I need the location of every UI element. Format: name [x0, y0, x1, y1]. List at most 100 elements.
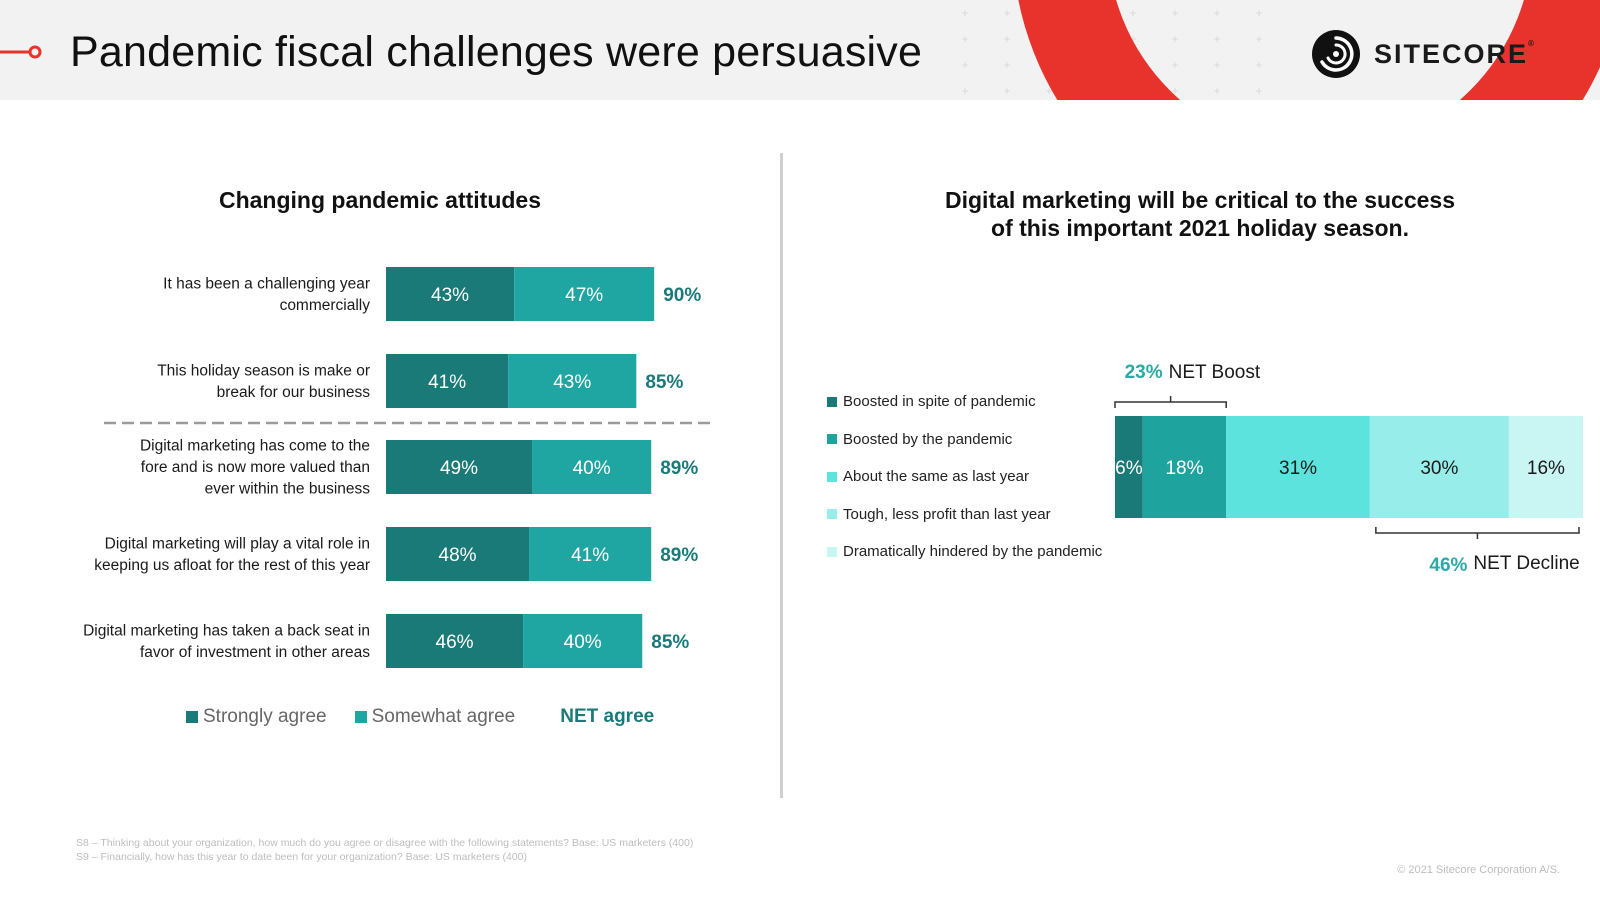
- bar-value-label: 48%: [439, 545, 477, 566]
- plus-mark: +: [1171, 84, 1178, 98]
- right-title-line-1: Digital marketing will be critical to th…: [945, 187, 1455, 213]
- category-label: fore and is now more valued than: [141, 459, 370, 476]
- legend-label: About the same as last year: [843, 468, 1029, 486]
- legend-label: Dramatically hindered by the pandemic: [843, 543, 1103, 561]
- segment-bar: [1115, 416, 1143, 518]
- accent-circle: [28, 45, 42, 59]
- plus-mark: +: [1255, 6, 1262, 20]
- plus-mark: +: [1213, 58, 1220, 72]
- legend-swatch: [827, 546, 837, 557]
- category-label: favor of investment in other areas: [140, 644, 370, 661]
- footnote-s9: S9 – Financially, how has this year to d…: [76, 851, 527, 863]
- bar-value-label: 43%: [431, 285, 469, 306]
- legend-swatch: [827, 509, 837, 520]
- net-agree-label: 89%: [660, 545, 698, 566]
- category-label: ever within the business: [205, 481, 371, 498]
- bar-value-label: 40%: [564, 632, 602, 653]
- segment-value-label: 18%: [1165, 458, 1203, 479]
- bar-somewhat-agree: [514, 267, 655, 321]
- net-decline-label: NET Decline: [1473, 553, 1579, 574]
- copyright: © 2021 Sitecore Corporation A/S.: [1397, 864, 1560, 876]
- net-agree-label: 89%: [660, 458, 698, 479]
- page-title: Pandemic fiscal challenges were persuasi…: [70, 28, 923, 76]
- plus-mark: +: [1129, 32, 1136, 46]
- legend-strongly-label: Strongly agree: [203, 706, 327, 727]
- plus-mark: +: [1003, 6, 1010, 20]
- net-boost-label: NET Boost: [1169, 362, 1261, 383]
- legend-swatch: [827, 471, 837, 482]
- plus-mark: +: [1171, 58, 1178, 72]
- legend-label: Boosted by the pandemic: [843, 430, 1013, 448]
- category-label: This holiday season is make or: [157, 362, 370, 379]
- header-banner: + + + + + + + + + + + + + + + + + + + + + + + + + + + + + + + + Pandemi…: [0, 0, 1600, 100]
- bar-value-label: 43%: [553, 372, 591, 393]
- footnotes: S8 – Thinking about your organization, h…: [76, 836, 693, 864]
- plus-mark: +: [1255, 58, 1262, 72]
- right-legend-item: About the same as last year: [827, 458, 1102, 496]
- legend-label: Boosted in spite of pandemic: [843, 393, 1036, 411]
- left-chart-title: Changing pandemic attitudes: [218, 187, 542, 213]
- plus-mark: +: [961, 84, 968, 98]
- strongly-agree-swatch: [186, 711, 198, 723]
- bar-strongly-agree: [386, 527, 530, 581]
- category-label: Digital marketing will play a vital role…: [105, 535, 370, 552]
- plus-mark: +: [1255, 32, 1262, 46]
- bar-strongly-agree: [386, 440, 533, 494]
- right-legend-item: Tough, less profit than last year: [827, 496, 1102, 534]
- brand-name: SITECORE®: [1374, 38, 1536, 69]
- right-legend-item: Boosted in spite of pandemic: [827, 383, 1102, 421]
- plus-mark: +: [1003, 58, 1010, 72]
- bar-value-label: 41%: [428, 372, 466, 393]
- plus-mark: +: [1003, 32, 1010, 46]
- segment-bar: [1226, 416, 1370, 518]
- footnote-s8: S8 – Thinking about your organization, h…: [76, 837, 694, 849]
- bar-value-label: 49%: [440, 458, 478, 479]
- plus-mark: +: [1171, 32, 1178, 46]
- segment-value-label: 31%: [1279, 458, 1317, 479]
- holiday-season-bar-chart: 6% 18% 31% 30% 16% 23% NET Boost 46% NET Decline: [1114, 362, 1583, 576]
- net-decline-bracket: [1375, 527, 1580, 539]
- category-label: It has been a challenging year: [163, 275, 370, 292]
- right-title-line-2: of this important 2021 holiday season.: [991, 215, 1409, 241]
- segment-bar: [1142, 416, 1227, 518]
- bar-strongly-agree: [386, 354, 509, 408]
- category-label: commercially: [280, 297, 371, 314]
- bar-somewhat-agree: [529, 527, 652, 581]
- segment-value-label: 16%: [1527, 458, 1565, 479]
- plus-mark: +: [961, 32, 968, 46]
- net-boost-bracket: [1114, 396, 1227, 408]
- brand-registered-mark: ®: [1528, 38, 1536, 48]
- plus-mark: +: [1045, 84, 1052, 98]
- header-decoration: ++++++++++++++++++++++++++++++++: [0, 0, 1600, 100]
- bar-value-label: 47%: [565, 285, 603, 306]
- bar-somewhat-agree: [532, 440, 652, 494]
- bar-value-label: 46%: [436, 632, 474, 653]
- plus-mark: +: [1171, 6, 1178, 20]
- legend-somewhat-label: Somewhat agree: [371, 706, 516, 727]
- legend-net-agree: NET agree: [560, 706, 655, 727]
- legend-swatch: [827, 434, 837, 445]
- agreement-bar-chart: It has been a challenging year commercial…: [83, 267, 710, 668]
- sitecore-logo-icon: [1312, 30, 1360, 78]
- segment-value-label: 6%: [1115, 458, 1143, 479]
- net-agree-label: 85%: [651, 632, 689, 653]
- right-legend-item: Boosted by the pandemic: [827, 421, 1102, 459]
- legend-strongly-agree: Strongly agree: [186, 706, 327, 728]
- bar-somewhat-agree: [508, 354, 637, 408]
- segment-value-label: 30%: [1420, 458, 1458, 479]
- category-label: break for our business: [217, 384, 371, 401]
- plus-mark: +: [1129, 6, 1136, 20]
- plus-mark: +: [1213, 6, 1220, 20]
- right-legend: Boosted in spite of pandemic Boosted by t…: [827, 383, 1102, 571]
- plus-mark: +: [1213, 32, 1220, 46]
- net-agree-label: 85%: [645, 372, 683, 393]
- plus-mark: +: [1003, 84, 1010, 98]
- category-label: Digital marketing has come to the: [140, 438, 370, 455]
- category-label: keeping us afloat for the rest of this y…: [94, 557, 370, 574]
- somewhat-agree-swatch: [354, 711, 367, 723]
- legend-somewhat-agree: Somewhat agree: [354, 706, 516, 728]
- right-chart-title: Digital marketing will be critical to th…: [850, 186, 1550, 242]
- bar-value-label: 40%: [573, 458, 611, 479]
- net-decline-value: 46%: [1429, 555, 1467, 576]
- net-boost-value: 23%: [1125, 362, 1163, 383]
